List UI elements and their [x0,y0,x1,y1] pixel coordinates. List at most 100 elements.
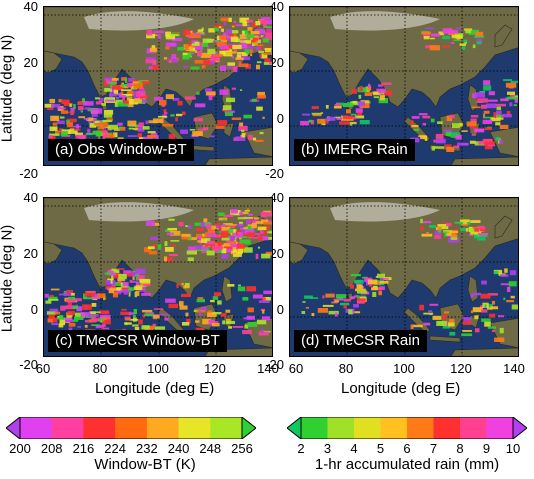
precip-cell [154,326,166,330]
precip-cell [133,309,137,315]
precip-cell [470,115,479,118]
precip-cell [353,304,359,308]
precip-cell [112,84,121,90]
precip-cell [255,253,259,260]
precip-cell [446,146,455,152]
precip-cell [243,227,248,229]
precip-cell [509,102,513,107]
precip-cell [212,245,223,251]
precip-cell [181,235,189,240]
lat-tick-0: 0 [276,302,284,317]
precip-cell [239,34,247,40]
precip-cell [222,105,232,111]
precip-cell [107,278,114,281]
precip-cell [183,65,188,68]
precip-cell [73,125,81,128]
precip-cell [195,327,205,332]
lat-tick-40: 40 [23,190,38,205]
precip-cell [100,126,111,128]
precip-cell [223,54,233,57]
precip-cell [351,88,357,94]
precip-cell [261,297,266,301]
precip-cell [106,118,113,122]
precip-cell [183,29,191,35]
precip-cell [308,119,313,123]
precip-cell [121,89,132,92]
precip-cell [68,129,78,134]
precip-cell [252,22,258,28]
precip-cell [378,84,383,87]
precip-cell [82,101,94,106]
precip-cell [92,130,102,135]
precip-cell [423,322,431,326]
precip-cell [507,91,515,95]
precip-cell [172,98,180,101]
precip-cell [59,319,66,326]
lat-tick-0: 0 [30,302,38,317]
precip-cell [222,223,226,228]
precip-cell [478,233,488,236]
precip-cell [311,313,315,317]
precip-cell [133,98,140,103]
precip-cell [223,246,235,249]
precip-cell [133,286,143,290]
precip-cell [108,78,117,84]
precip-cell [211,322,220,327]
precip-cell [482,119,493,124]
y-axis-title-top: Latitude (deg N) [0,34,16,143]
precip-cell [70,128,75,130]
precip-cell [257,44,262,48]
precip-cell [72,305,79,309]
precip-cell [112,273,121,279]
precip-cell [511,304,518,310]
precip-cell [419,304,424,311]
precip-cell [350,273,361,277]
precip-cell [128,127,134,130]
precip-cell [47,318,53,323]
precip-cell [167,58,178,63]
precip-cell [104,77,113,81]
landmass [221,275,233,303]
precip-cell [214,24,223,28]
precip-cell [462,45,466,50]
precip-cell [250,49,253,53]
colorbar-tick-label: 232 [135,441,158,456]
precip-cell [103,114,113,118]
precip-cell [442,324,450,329]
precip-cell [121,82,124,86]
precip-cell [99,314,111,320]
precip-cell [258,236,269,241]
precip-cell [207,228,215,233]
lon-tick-60: 60 [35,361,51,376]
precip-cell [166,232,174,235]
precip-cell [356,284,363,289]
precip-cell [483,110,490,114]
precip-cell [263,61,272,65]
precip-cell [465,29,471,34]
lon-tick-120: 120 [204,361,226,376]
precip-cell [139,81,151,84]
precip-cell [470,310,474,314]
precip-cell [201,65,206,69]
precip-cell [140,96,148,99]
precip-cell [500,283,510,286]
precip-cell [67,315,72,320]
precip-cell [117,268,125,270]
precip-cell [250,53,253,57]
precip-cell [258,50,264,54]
colorbar-swatch [380,417,408,439]
precip-cell [229,235,236,241]
precip-cell [242,30,245,36]
precip-cell [227,284,235,287]
precip-cell [343,103,354,108]
precip-cell [118,126,123,129]
precip-cell [264,48,272,53]
precip-cell [152,314,160,319]
precip-cell [232,229,236,235]
colorbar-tick-label: 3 [323,441,332,456]
precip-cell [377,273,385,279]
precip-cell [207,312,217,317]
precip-cell [443,221,446,224]
precip-cell [246,286,257,292]
precip-cell [248,213,253,216]
